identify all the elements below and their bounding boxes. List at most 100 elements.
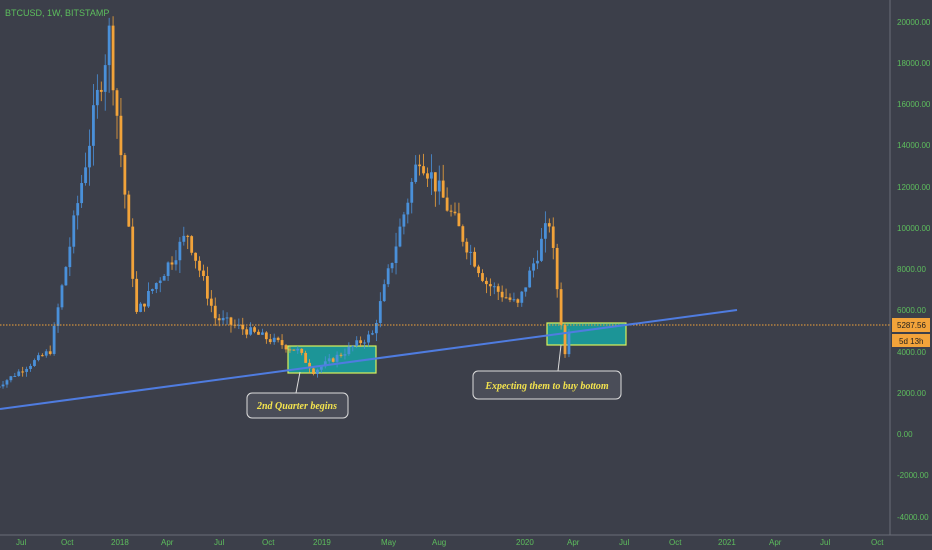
ascending-trendline[interactable] (0, 309, 738, 410)
y-tick-label: 10000.00 (897, 224, 931, 233)
candle-body (264, 332, 268, 340)
candle-body (115, 90, 119, 116)
candle-body (111, 25, 115, 91)
candle-body (382, 284, 386, 302)
candle-body (496, 286, 500, 292)
price-tag-box (892, 318, 930, 332)
candle-body (139, 303, 142, 312)
callout-box (472, 370, 622, 400)
candlestick-series[interactable] (0, 16, 571, 390)
candle-body (488, 284, 492, 287)
x-tick-label: Jul (820, 538, 830, 547)
candle-body (288, 349, 292, 351)
candle-body (430, 172, 433, 179)
y-tick-label: 4000.00 (897, 348, 926, 357)
candle-body (406, 202, 410, 215)
candle-body (225, 317, 229, 319)
candle-body (123, 155, 127, 195)
candle-body (64, 267, 68, 286)
candle-body (394, 246, 398, 264)
candle-body (477, 266, 480, 274)
candle-body (461, 226, 465, 242)
candle-body (359, 340, 363, 344)
x-tick-label: Jul (214, 538, 224, 547)
candle-body (253, 327, 256, 332)
countdown-tag-box (892, 334, 930, 347)
x-tick-label: Jul (619, 538, 629, 547)
y-tick-label: 6000.00 (897, 306, 926, 315)
price-axis[interactable]: 20000.00 18000.00 16000.00 14000.00 1200… (897, 18, 931, 522)
candle-body (335, 354, 339, 362)
candle-body (469, 251, 473, 253)
candle-body (331, 358, 335, 362)
candle-body (72, 215, 76, 247)
x-tick-label: Oct (262, 538, 275, 547)
candle-body (547, 223, 551, 227)
candle-body (296, 348, 300, 351)
candle-body (1, 384, 5, 387)
x-tick-label: 2020 (516, 538, 534, 547)
candle-body (127, 194, 131, 227)
candle-body (119, 115, 123, 156)
y-tick-label: 18000.00 (897, 59, 931, 68)
callout-label: Expecting them to buy bottom (484, 381, 609, 392)
candle-body (453, 211, 457, 214)
x-tick-label: Oct (871, 538, 884, 547)
candle-body (355, 340, 359, 346)
candle-body (178, 241, 182, 261)
candle-body (213, 305, 217, 319)
callout-2nd-quarter[interactable]: 2nd Quarter begins (246, 371, 349, 419)
candle-body (84, 167, 87, 184)
candle-body (445, 197, 449, 211)
candle-body (316, 369, 319, 375)
candle-body (88, 145, 91, 168)
candle-body (536, 260, 539, 264)
candle-body (95, 89, 99, 106)
current-price-tag[interactable]: 5287.56 5d 13h (892, 318, 930, 347)
candle-body (68, 246, 72, 268)
callout-buy-bottom[interactable]: Expecting them to buy bottom (472, 344, 622, 400)
candle-body (162, 275, 166, 281)
x-tick-label: Apr (161, 538, 174, 547)
candle-body (481, 273, 484, 281)
y-tick-label: -4000.00 (897, 513, 929, 522)
candle-body (343, 354, 347, 356)
candle-body (257, 331, 260, 335)
callout-label: 2nd Quarter begins (256, 401, 337, 412)
candle-body (9, 376, 13, 381)
candle-body (0, 386, 1, 388)
candle-body (567, 332, 571, 355)
time-axis[interactable]: Jul Oct 2018 Apr Jul Oct 2019 May Aug 20… (16, 538, 884, 547)
candle-body (103, 65, 107, 92)
y-tick-label: 20000.00 (897, 18, 931, 27)
candle-body (551, 226, 555, 248)
candle-body (170, 262, 174, 265)
candle-body (143, 303, 146, 307)
candle-body (528, 270, 532, 288)
candle-body (17, 371, 21, 376)
candle-body (304, 352, 308, 363)
candle-body (5, 380, 9, 385)
candle-body (485, 280, 488, 285)
candle-body (131, 226, 135, 279)
candle-body (339, 354, 343, 356)
candle-body (44, 351, 48, 356)
candle-body (473, 251, 477, 267)
y-tick-label: 14000.00 (897, 141, 931, 150)
candle-body (457, 213, 461, 227)
candle-body (312, 368, 315, 375)
candle-body (508, 297, 512, 300)
countdown-tag-value: 5d 13h (899, 337, 923, 346)
candle-body (237, 324, 241, 326)
candle-body (209, 298, 213, 306)
candle-body (351, 345, 355, 347)
y-tick-label: 12000.00 (897, 183, 931, 192)
candle-body (492, 286, 496, 288)
x-tick-label: Aug (432, 538, 446, 547)
candle-body (402, 214, 406, 227)
candle-body (198, 260, 201, 271)
candle-body (194, 252, 197, 261)
candle-body (52, 325, 56, 354)
